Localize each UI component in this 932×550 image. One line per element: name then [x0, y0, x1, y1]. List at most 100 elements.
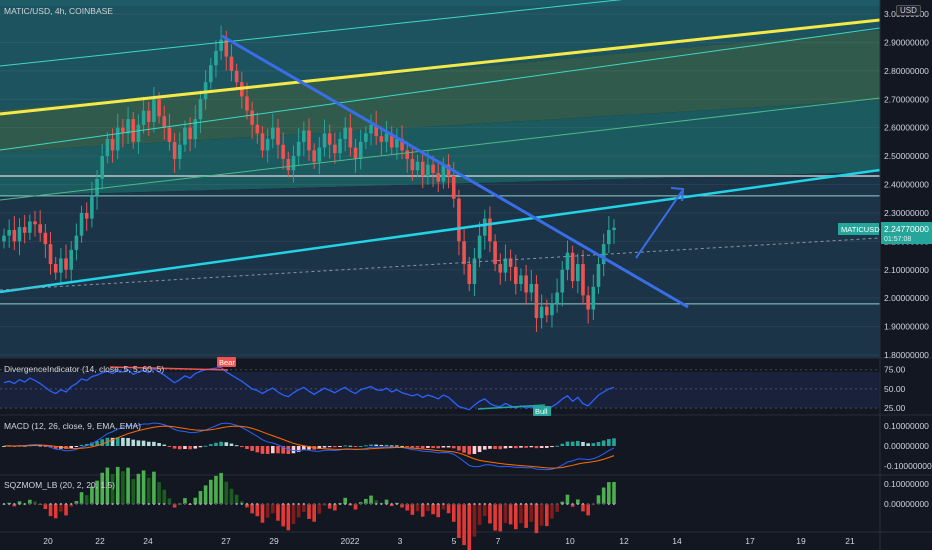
candle-body: [420, 161, 425, 176]
macd-histogram-bar: [565, 441, 570, 446]
squeeze-dot: [152, 502, 156, 506]
candle-body: [48, 244, 53, 265]
candle-body: [493, 241, 497, 265]
macd-histogram-bar: [203, 445, 208, 447]
sqzmom-bar: [271, 504, 275, 514]
candle-body: [95, 178, 99, 196]
symbol-title: MATIC/USD, 4h, COINBASE: [4, 6, 113, 16]
currency-badge[interactable]: USD: [896, 5, 921, 16]
macd-histogram-bar: [100, 439, 105, 446]
macd-histogram-bar: [281, 446, 285, 454]
macd-tick: -0.10000000: [884, 461, 932, 471]
squeeze-dot: [116, 502, 119, 506]
sqzmom-bar: [374, 500, 379, 504]
sqzmom-bar: [136, 473, 141, 504]
squeeze-dot: [157, 502, 161, 506]
squeeze-dot: [142, 502, 145, 506]
squeeze-dot: [540, 502, 543, 506]
candle-body: [110, 139, 115, 151]
sqzmom-bar: [570, 504, 575, 507]
macd-title: MACD (12, 26, close, 9, EMA, EMA): [4, 421, 141, 431]
squeeze-dot: [199, 502, 202, 506]
sqzmom-bar: [601, 487, 606, 504]
time-tick: 2022: [341, 536, 360, 546]
sqzmom-bar: [74, 501, 79, 504]
sqzmom-bar: [539, 504, 544, 526]
sqzmom-bar: [193, 497, 198, 504]
candle-body: [12, 229, 17, 242]
sqzmom-bar: [12, 504, 17, 507]
squeeze-dot: [411, 502, 414, 506]
sqzmom-bar: [208, 479, 213, 504]
candle-body: [22, 227, 27, 233]
macd-histogram-bar: [353, 446, 358, 447]
squeeze-dot: [395, 502, 398, 506]
squeeze-dot: [194, 502, 197, 506]
squeeze-dot: [13, 502, 16, 506]
squeeze-dot: [59, 502, 62, 506]
candle-body: [214, 50, 218, 66]
candle-body: [59, 258, 63, 273]
candle-body: [534, 283, 539, 319]
sqzmom-bar: [327, 504, 332, 509]
squeeze-dot: [344, 502, 347, 506]
macd-histogram-bar: [69, 446, 74, 449]
candle-body: [317, 147, 322, 162]
candle-body: [555, 292, 559, 304]
channel-line-3: [0, 97, 880, 201]
macd-histogram-bar: [239, 446, 244, 448]
macd-histogram-bar: [477, 446, 482, 453]
time-tick: 19: [796, 536, 806, 546]
squeeze-dot: [431, 502, 435, 506]
candle-body: [115, 127, 120, 151]
squeeze-dot: [457, 502, 461, 506]
candle-body: [260, 133, 265, 151]
macd-histogram-bar: [167, 446, 172, 447]
sqzmom-bar: [462, 504, 466, 546]
squeeze-dot: [581, 502, 585, 506]
squeeze-dot: [163, 502, 166, 506]
sqzmom-bar: [234, 494, 239, 504]
squeeze-dot: [85, 502, 88, 506]
sqzmom-bar: [250, 504, 254, 514]
candle-body: [353, 147, 358, 159]
time-tick: 24: [143, 536, 153, 546]
sqzmom-bar: [524, 504, 528, 528]
squeeze-dot: [54, 502, 57, 506]
squeeze-dot: [592, 502, 595, 506]
time-tick: 7: [496, 536, 501, 546]
squeeze-dot: [214, 502, 218, 506]
candle-body: [208, 65, 213, 83]
macd-histogram-bar: [327, 446, 332, 448]
macd-histogram-bar: [384, 444, 389, 446]
candle-body: [446, 164, 451, 176]
squeeze-dot: [612, 502, 616, 506]
squeeze-dot: [462, 502, 466, 506]
candle-body: [601, 244, 606, 265]
time-axis[interactable]: 20 22 24 27 29 2022 3 5 7 10 12 14 17 19 21: [43, 536, 855, 546]
candle-body: [183, 127, 187, 145]
squeeze-dot: [2, 502, 6, 506]
squeeze-dot: [576, 502, 579, 506]
rsi-tick: 25.00: [884, 403, 906, 413]
macd-histogram-bar: [276, 446, 280, 454]
candle-body: [596, 264, 601, 287]
macd-histogram-bar: [131, 439, 136, 446]
time-tick: 27: [221, 536, 231, 546]
macd-histogram-bar: [141, 440, 146, 446]
sqzmom-title: SQZMOM_LB (20, 2, 20, 1.5): [4, 480, 116, 490]
squeeze-dot: [442, 502, 445, 506]
squeeze-dot: [173, 502, 176, 506]
sqzmom-bar: [95, 480, 99, 504]
squeeze-dot: [266, 502, 269, 506]
price-tick: 2.80000000: [884, 66, 929, 76]
squeeze-dot: [416, 502, 419, 506]
squeeze-dot: [178, 502, 181, 506]
price-tick: 2.90000000: [884, 37, 929, 47]
squeeze-dot: [28, 502, 31, 506]
time-tick: 3: [398, 536, 403, 546]
squeeze-dot: [468, 502, 471, 506]
squeeze-dot: [256, 502, 259, 506]
sqzmom-panel: [2, 466, 616, 550]
